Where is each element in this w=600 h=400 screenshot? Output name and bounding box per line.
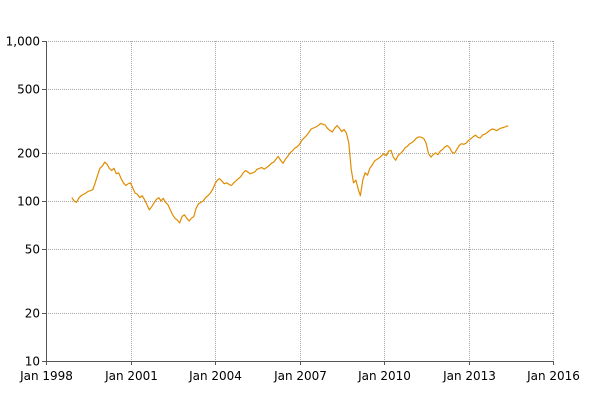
y-tick-label: 1,000 [6, 35, 40, 49]
grid-lines [46, 41, 554, 361]
x-tick-label: Jan 2007 [273, 369, 327, 383]
series-line-0 [71, 122, 509, 224]
x-tick-label: Jan 2004 [188, 369, 242, 383]
y-tick-label: 10 [25, 355, 40, 369]
y-tick-label: 20 [25, 307, 40, 321]
y-tick-label: 500 [17, 83, 40, 97]
x-tick-label: Jan 2013 [442, 369, 496, 383]
x-tick-label: Jan 2016 [526, 369, 580, 383]
axes [42, 41, 554, 365]
y-tick-label: 100 [17, 195, 40, 209]
x-tick-label: Jan 2010 [357, 369, 411, 383]
y-tick-label: 200 [17, 147, 40, 161]
series-layer [71, 122, 509, 224]
y-tick-label: 50 [25, 243, 40, 257]
tick-labels: 10 20 50 100 200 500 1,000 Jan 1998 Jan 2001 Jan … [6, 35, 580, 384]
x-tick-label: Jan 1998 [19, 369, 73, 383]
x-tick-label: Jan 2001 [104, 369, 158, 383]
